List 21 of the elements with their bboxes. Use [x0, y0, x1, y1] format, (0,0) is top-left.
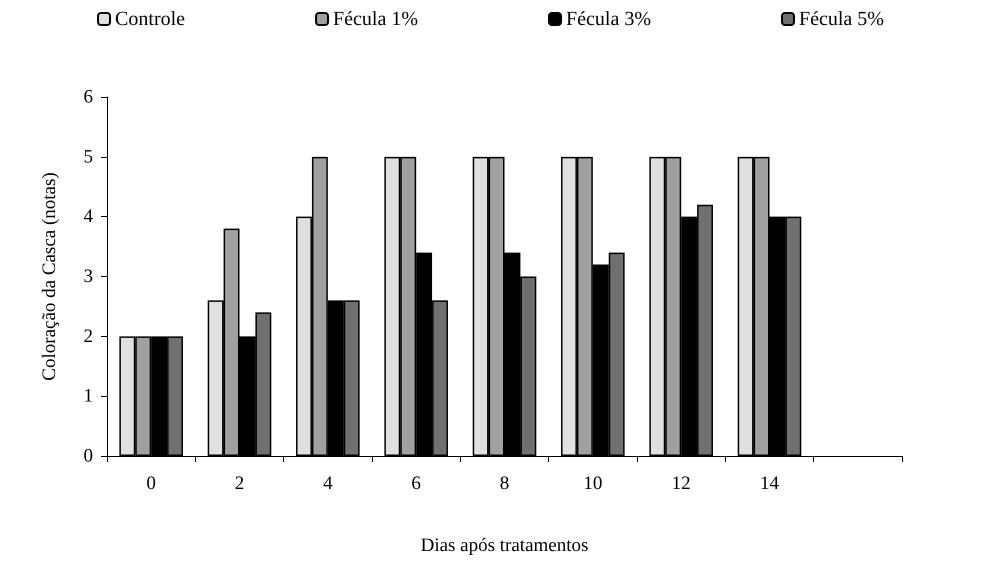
x-tick-label: 14: [760, 473, 780, 494]
y-tick-label: 1: [84, 386, 93, 407]
x-tick-label: 6: [411, 473, 421, 494]
legend-label: Fécula 1%: [333, 8, 418, 30]
legend-label: Fécula 3%: [566, 8, 651, 30]
legend-label: Fécula 5%: [798, 8, 884, 30]
y-tick-label: 4: [84, 206, 94, 228]
y-tick-label: 5: [84, 146, 93, 168]
x-tick-label: 4: [323, 473, 334, 494]
y-tick-label: 3: [84, 266, 93, 287]
x-tick-label: 0: [146, 473, 156, 494]
x-tick-label: 2: [234, 473, 244, 494]
legend-label: Controle: [115, 8, 186, 30]
x-tick-label: 8: [500, 473, 510, 494]
y-tick-label: 2: [84, 326, 93, 347]
y-tick-label: 6: [84, 86, 93, 108]
x-tick-label: 10: [583, 473, 602, 494]
y-tick-label: 0: [84, 446, 93, 466]
x-tick-label: 12: [672, 473, 691, 494]
x-axis-title: Dias após tratamentos: [420, 535, 588, 556]
y-axis-title: Coloração da Casca (notas): [39, 172, 60, 381]
